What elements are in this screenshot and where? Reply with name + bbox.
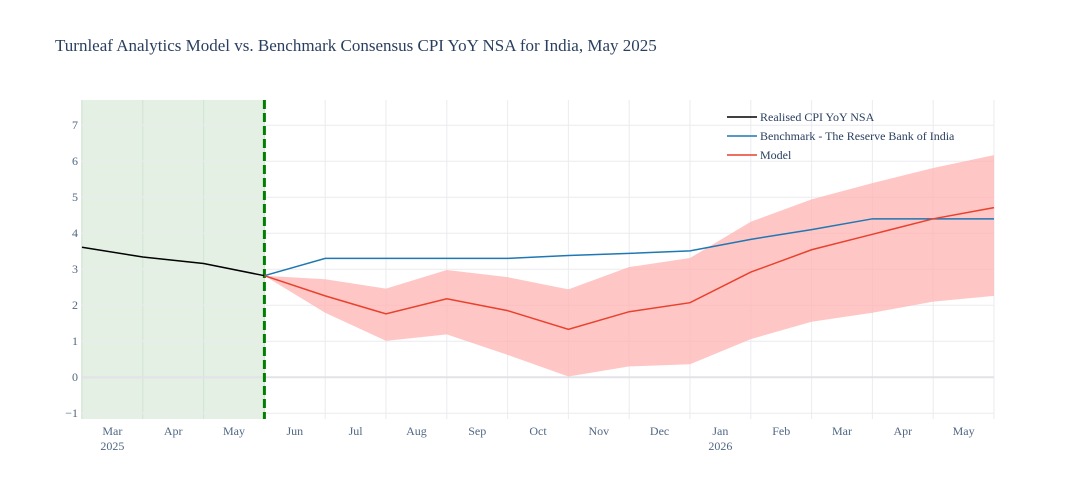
x-tick-label: Aug <box>406 424 427 438</box>
x-tick-label: Jun <box>286 424 303 438</box>
x-tick-label: Apr <box>893 424 912 438</box>
x-tick-label: Jan <box>712 424 728 438</box>
legend-item[interactable]: Realised CPI YoY NSA <box>727 110 875 124</box>
series-lines <box>81 206 995 331</box>
legend: Realised CPI YoY NSA Benchmark - The Rese… <box>727 110 955 162</box>
x-tick-label: Dec <box>650 424 669 438</box>
x-tick-label: Jul <box>349 424 364 438</box>
x-tick-label: Apr <box>164 424 183 438</box>
y-tick-label: 7 <box>72 118 78 132</box>
legend-label: Realised CPI YoY NSA <box>760 110 875 124</box>
y-tick-label: 5 <box>72 190 78 204</box>
legend-item[interactable]: Model <box>727 148 792 162</box>
y-axis-ticks: −1 0 1 2 3 4 5 6 7 <box>65 118 78 420</box>
y-tick-label: 1 <box>72 334 78 348</box>
model-confidence-band <box>264 155 994 377</box>
chart-title: Turnleaf Analytics Model vs. Benchmark C… <box>55 36 657 55</box>
x-tick-label: Mar <box>832 424 852 438</box>
model-band-area <box>264 155 994 377</box>
y-tick-label: 2 <box>72 298 78 312</box>
x-tick-label: Sep <box>468 424 486 438</box>
x-tick-label: Feb <box>772 424 790 438</box>
legend-label: Benchmark - The Reserve Bank of India <box>760 129 955 143</box>
x-tick-label: Mar <box>102 424 122 438</box>
series-line-0 <box>81 246 265 277</box>
y-tick-label: −1 <box>65 406 78 420</box>
y-tick-label: 3 <box>72 262 78 276</box>
y-tick-label: 0 <box>72 370 78 384</box>
x-tick-label: Nov <box>588 424 609 438</box>
x-tick-label: May <box>953 424 975 438</box>
x-tick-year-label: 2025 <box>100 439 124 453</box>
y-tick-label: 6 <box>72 154 78 168</box>
x-tick-label: May <box>223 424 245 438</box>
x-tick-label: Oct <box>529 424 547 438</box>
legend-label: Model <box>760 148 792 162</box>
x-tick-year-label: 2026 <box>708 439 732 453</box>
legend-item[interactable]: Benchmark - The Reserve Bank of India <box>727 129 955 143</box>
y-tick-label: 4 <box>72 226 78 240</box>
